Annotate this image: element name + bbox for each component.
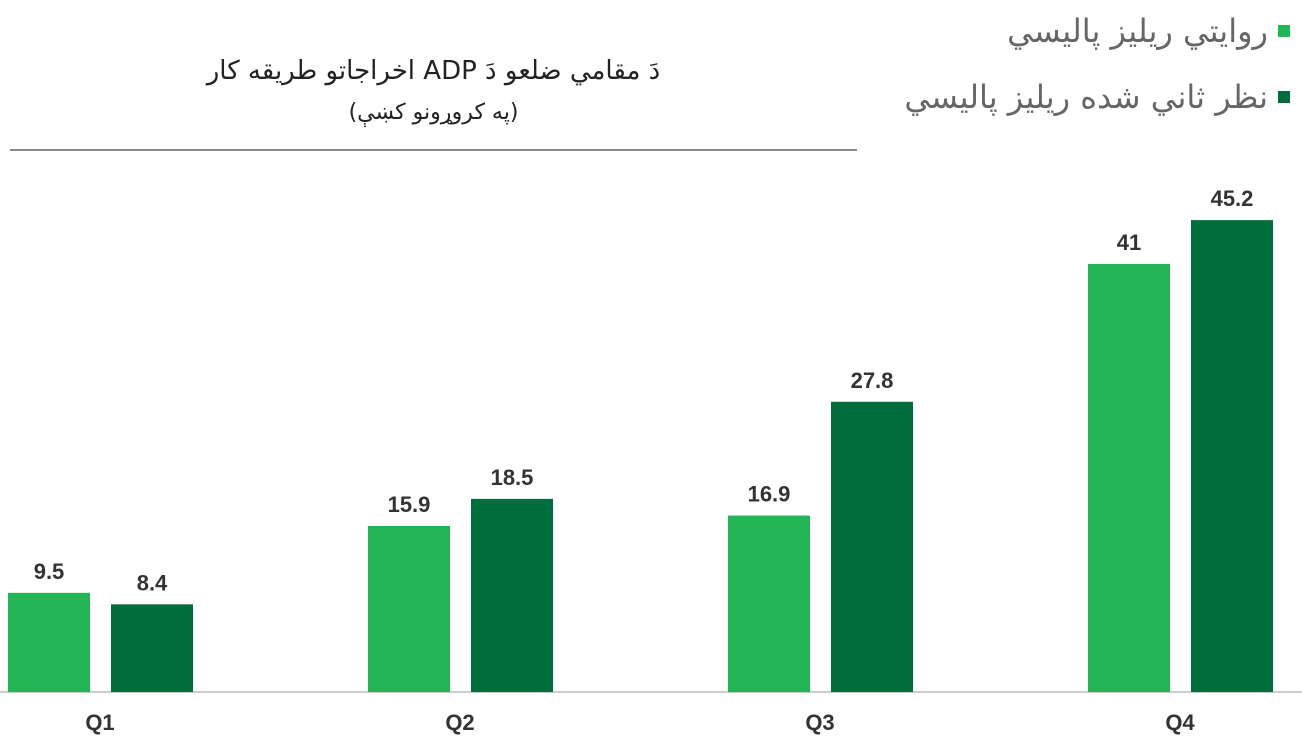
legend-swatch bbox=[1278, 25, 1290, 37]
value-label: 16.9 bbox=[748, 482, 791, 507]
value-label: 18.5 bbox=[491, 465, 534, 490]
legend-label: روايتي ریلیز پالیسي bbox=[1007, 12, 1268, 50]
legend-item: روايتي ریلیز پالیسي bbox=[1007, 12, 1290, 50]
x-tick-label: Q4 bbox=[1165, 710, 1195, 735]
x-tick-label: Q3 bbox=[805, 710, 834, 735]
bar bbox=[111, 604, 193, 692]
value-label: 41 bbox=[1117, 230, 1141, 255]
bar bbox=[471, 498, 553, 692]
x-tick-label: Q1 bbox=[85, 710, 114, 735]
x-tick-label: Q2 bbox=[445, 710, 474, 735]
bar bbox=[1088, 263, 1170, 692]
value-label: 15.9 bbox=[388, 492, 431, 517]
bar bbox=[1191, 220, 1273, 692]
legend-swatch bbox=[1278, 91, 1290, 103]
value-label: 9.5 bbox=[34, 559, 65, 584]
bar bbox=[728, 515, 810, 692]
chart-title: دَ مقامي ضلعو دَ ADP اخراجاتو طریقه کار bbox=[206, 56, 661, 86]
value-label: 8.4 bbox=[137, 570, 168, 595]
title-rule bbox=[10, 149, 857, 151]
bar bbox=[831, 401, 913, 692]
legend-label: نظر ثاني شده ریلیز پالیسي bbox=[904, 78, 1268, 116]
bar bbox=[8, 592, 90, 692]
legend-item: نظر ثاني شده ریلیز پالیسي bbox=[904, 78, 1290, 116]
bar bbox=[368, 526, 450, 692]
chart-subtitle: (په کروړونو کښې) bbox=[348, 100, 519, 125]
value-label: 27.8 bbox=[851, 368, 894, 393]
value-label: 45.2 bbox=[1211, 186, 1254, 211]
